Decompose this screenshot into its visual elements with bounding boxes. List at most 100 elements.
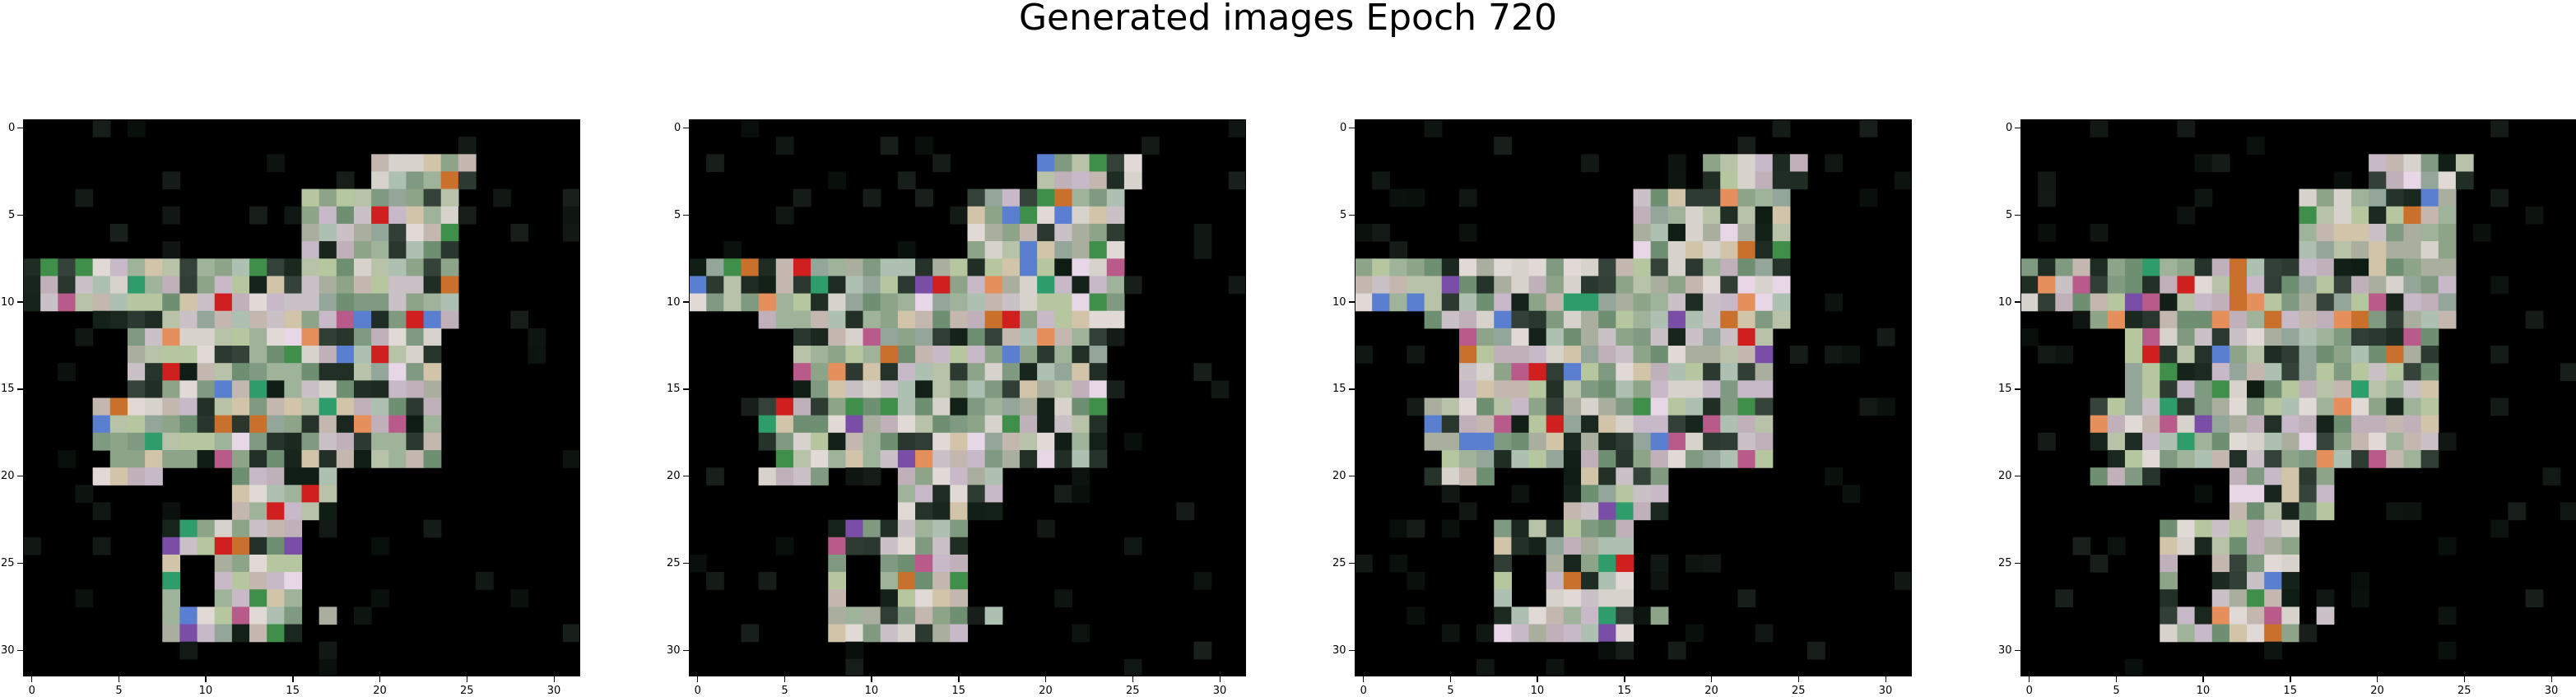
image-pixel — [775, 137, 794, 155]
image-pixel — [388, 328, 407, 346]
image-pixel — [423, 188, 442, 207]
image-pixel — [162, 380, 181, 399]
image-pixel — [284, 624, 303, 643]
image-pixel — [319, 188, 337, 207]
image-pixel — [2247, 624, 2265, 643]
image-pixel — [811, 258, 829, 277]
image-pixel — [58, 293, 77, 312]
generated-image — [1355, 119, 1912, 676]
image-pixel — [2403, 310, 2422, 329]
image-pixel — [1072, 397, 1090, 416]
image-pixel — [2420, 223, 2439, 242]
image-pixel — [214, 276, 233, 295]
image-pixel — [1176, 502, 1195, 521]
image-pixel — [388, 154, 407, 173]
image-pixel — [75, 485, 94, 504]
image-pixel — [1563, 363, 1582, 381]
image-pixel — [1072, 276, 1090, 295]
x-tick-label: 25 — [459, 685, 474, 697]
x-tick — [2028, 676, 2030, 682]
image-pixel — [406, 346, 425, 364]
image-pixel — [1528, 519, 1547, 538]
image-pixel — [863, 537, 881, 555]
image-pixel — [880, 363, 899, 381]
image-pixel — [1407, 606, 1425, 625]
image-pixel — [284, 380, 303, 399]
image-pixel — [1072, 432, 1090, 451]
image-pixel — [1002, 206, 1021, 225]
image-pixel — [2264, 293, 2282, 312]
image-pixel — [476, 572, 494, 590]
image-pixel — [267, 449, 285, 468]
image-pixel — [1054, 363, 1073, 381]
image-pixel — [932, 449, 951, 468]
image-pixel — [1089, 328, 1108, 346]
image-pixel — [1616, 328, 1634, 346]
image-pixel — [371, 397, 389, 416]
image-pixel — [793, 380, 811, 399]
image-pixel — [2211, 606, 2230, 625]
image-pixel — [2177, 363, 2196, 381]
image-pixel — [2211, 293, 2230, 312]
image-pixel — [1458, 276, 1477, 295]
image-pixel — [1650, 206, 1669, 225]
image-pixel — [371, 188, 389, 207]
image-pixel — [1720, 154, 1739, 173]
image-pixel — [2403, 241, 2422, 259]
image-pixel — [897, 502, 916, 521]
figure-suptitle: Generated images Epoch 720 — [1018, 0, 1558, 39]
image-pixel — [1737, 380, 1756, 399]
image-pixel — [267, 380, 285, 399]
image-pixel — [915, 415, 933, 434]
image-pixel — [371, 258, 389, 277]
image-pixel — [2316, 276, 2335, 295]
image-pixel — [319, 397, 337, 416]
image-pixel — [845, 380, 864, 399]
image-pixel — [1054, 485, 1073, 504]
image-pixel — [1037, 188, 1055, 207]
image-pixel — [1563, 449, 1582, 468]
image-pixel — [1528, 380, 1547, 399]
x-tick-label: 15 — [2283, 685, 2297, 697]
image-pixel — [249, 589, 267, 607]
image-pixel — [2281, 397, 2300, 416]
image-pixel — [723, 276, 742, 295]
image-pixel — [2316, 589, 2335, 607]
image-pixel — [2369, 154, 2387, 173]
image-pixel — [214, 554, 233, 573]
image-pixel — [371, 363, 389, 381]
image-pixel — [1494, 363, 1513, 381]
image-pixel — [2316, 606, 2335, 625]
image-pixel — [811, 415, 829, 434]
image-pixel — [197, 276, 216, 295]
image-pixel — [2490, 519, 2509, 538]
x-tick — [205, 676, 207, 682]
image-pixel — [1072, 415, 1090, 434]
image-pixel — [967, 502, 986, 521]
image-pixel — [1407, 346, 1425, 364]
image-pixel — [1054, 415, 1073, 434]
y-tick — [17, 301, 23, 303]
image-pixel — [828, 380, 847, 399]
image-pixel — [1511, 380, 1530, 399]
image-pixel — [1106, 171, 1125, 190]
image-pixel — [2299, 223, 2318, 242]
image-pixel — [932, 328, 951, 346]
image-pixel — [145, 328, 163, 346]
image-pixel — [1019, 328, 1038, 346]
image-panel-4: 0 5 10 15 20 25 30 0 5 10 15 20 25 30 — [1998, 119, 2576, 696]
image-pixel — [2299, 467, 2318, 486]
image-pixel — [863, 449, 881, 468]
image-pixel — [1598, 502, 1616, 521]
image-pixel — [1372, 276, 1390, 295]
image-pixel — [2350, 572, 2369, 590]
image-pixel — [2247, 380, 2265, 399]
image-pixel — [249, 572, 267, 590]
image-pixel — [423, 241, 442, 259]
image-pixel — [1563, 606, 1582, 625]
image-pixel — [2142, 293, 2160, 312]
image-pixel — [1650, 241, 1669, 259]
image-pixel — [1441, 624, 1460, 643]
image-pixel — [1054, 223, 1073, 242]
image-pixel — [793, 310, 811, 329]
